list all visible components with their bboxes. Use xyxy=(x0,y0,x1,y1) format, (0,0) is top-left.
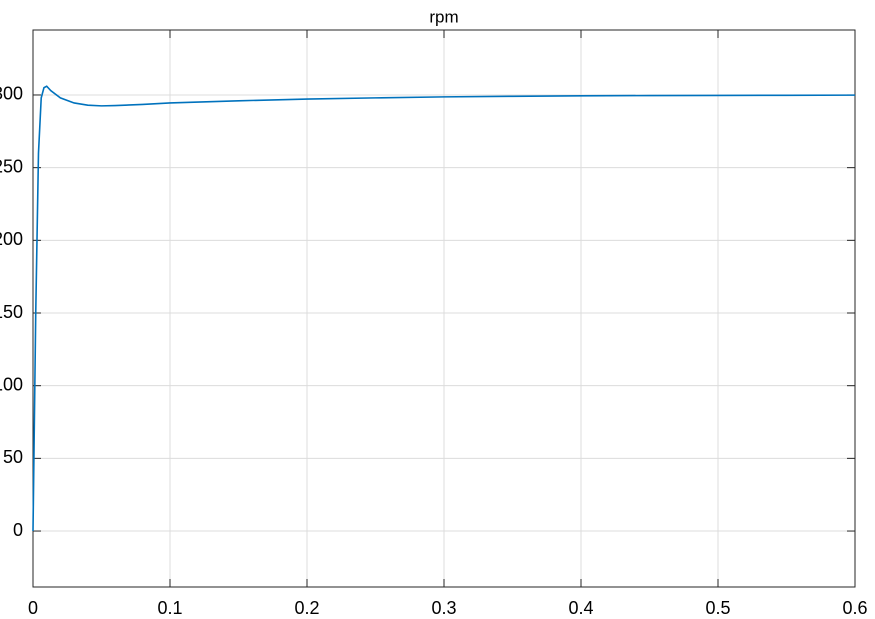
x-tick-label: 0.6 xyxy=(842,598,867,618)
chart-title: rpm xyxy=(429,7,458,26)
x-tick-label: 0.5 xyxy=(705,598,730,618)
line xyxy=(32,85,856,532)
x-tick-label: 0.4 xyxy=(568,598,593,618)
x-tick-label: 0.3 xyxy=(431,598,456,618)
plot-box xyxy=(32,29,856,588)
y-tick-label: 300 xyxy=(0,84,23,104)
y-tick-label: 250 xyxy=(0,156,23,176)
y-tick-label: 150 xyxy=(0,302,23,322)
y-tick-label: 100 xyxy=(0,374,23,394)
y-tick-label: 0 xyxy=(13,520,23,540)
x-tick-label: 0.1 xyxy=(157,598,182,618)
x-tick-label: 0.2 xyxy=(294,598,319,618)
y-tick-label: 50 xyxy=(3,447,23,467)
y-tick-label: 200 xyxy=(0,229,23,249)
x-tick-label: 0 xyxy=(28,598,38,618)
